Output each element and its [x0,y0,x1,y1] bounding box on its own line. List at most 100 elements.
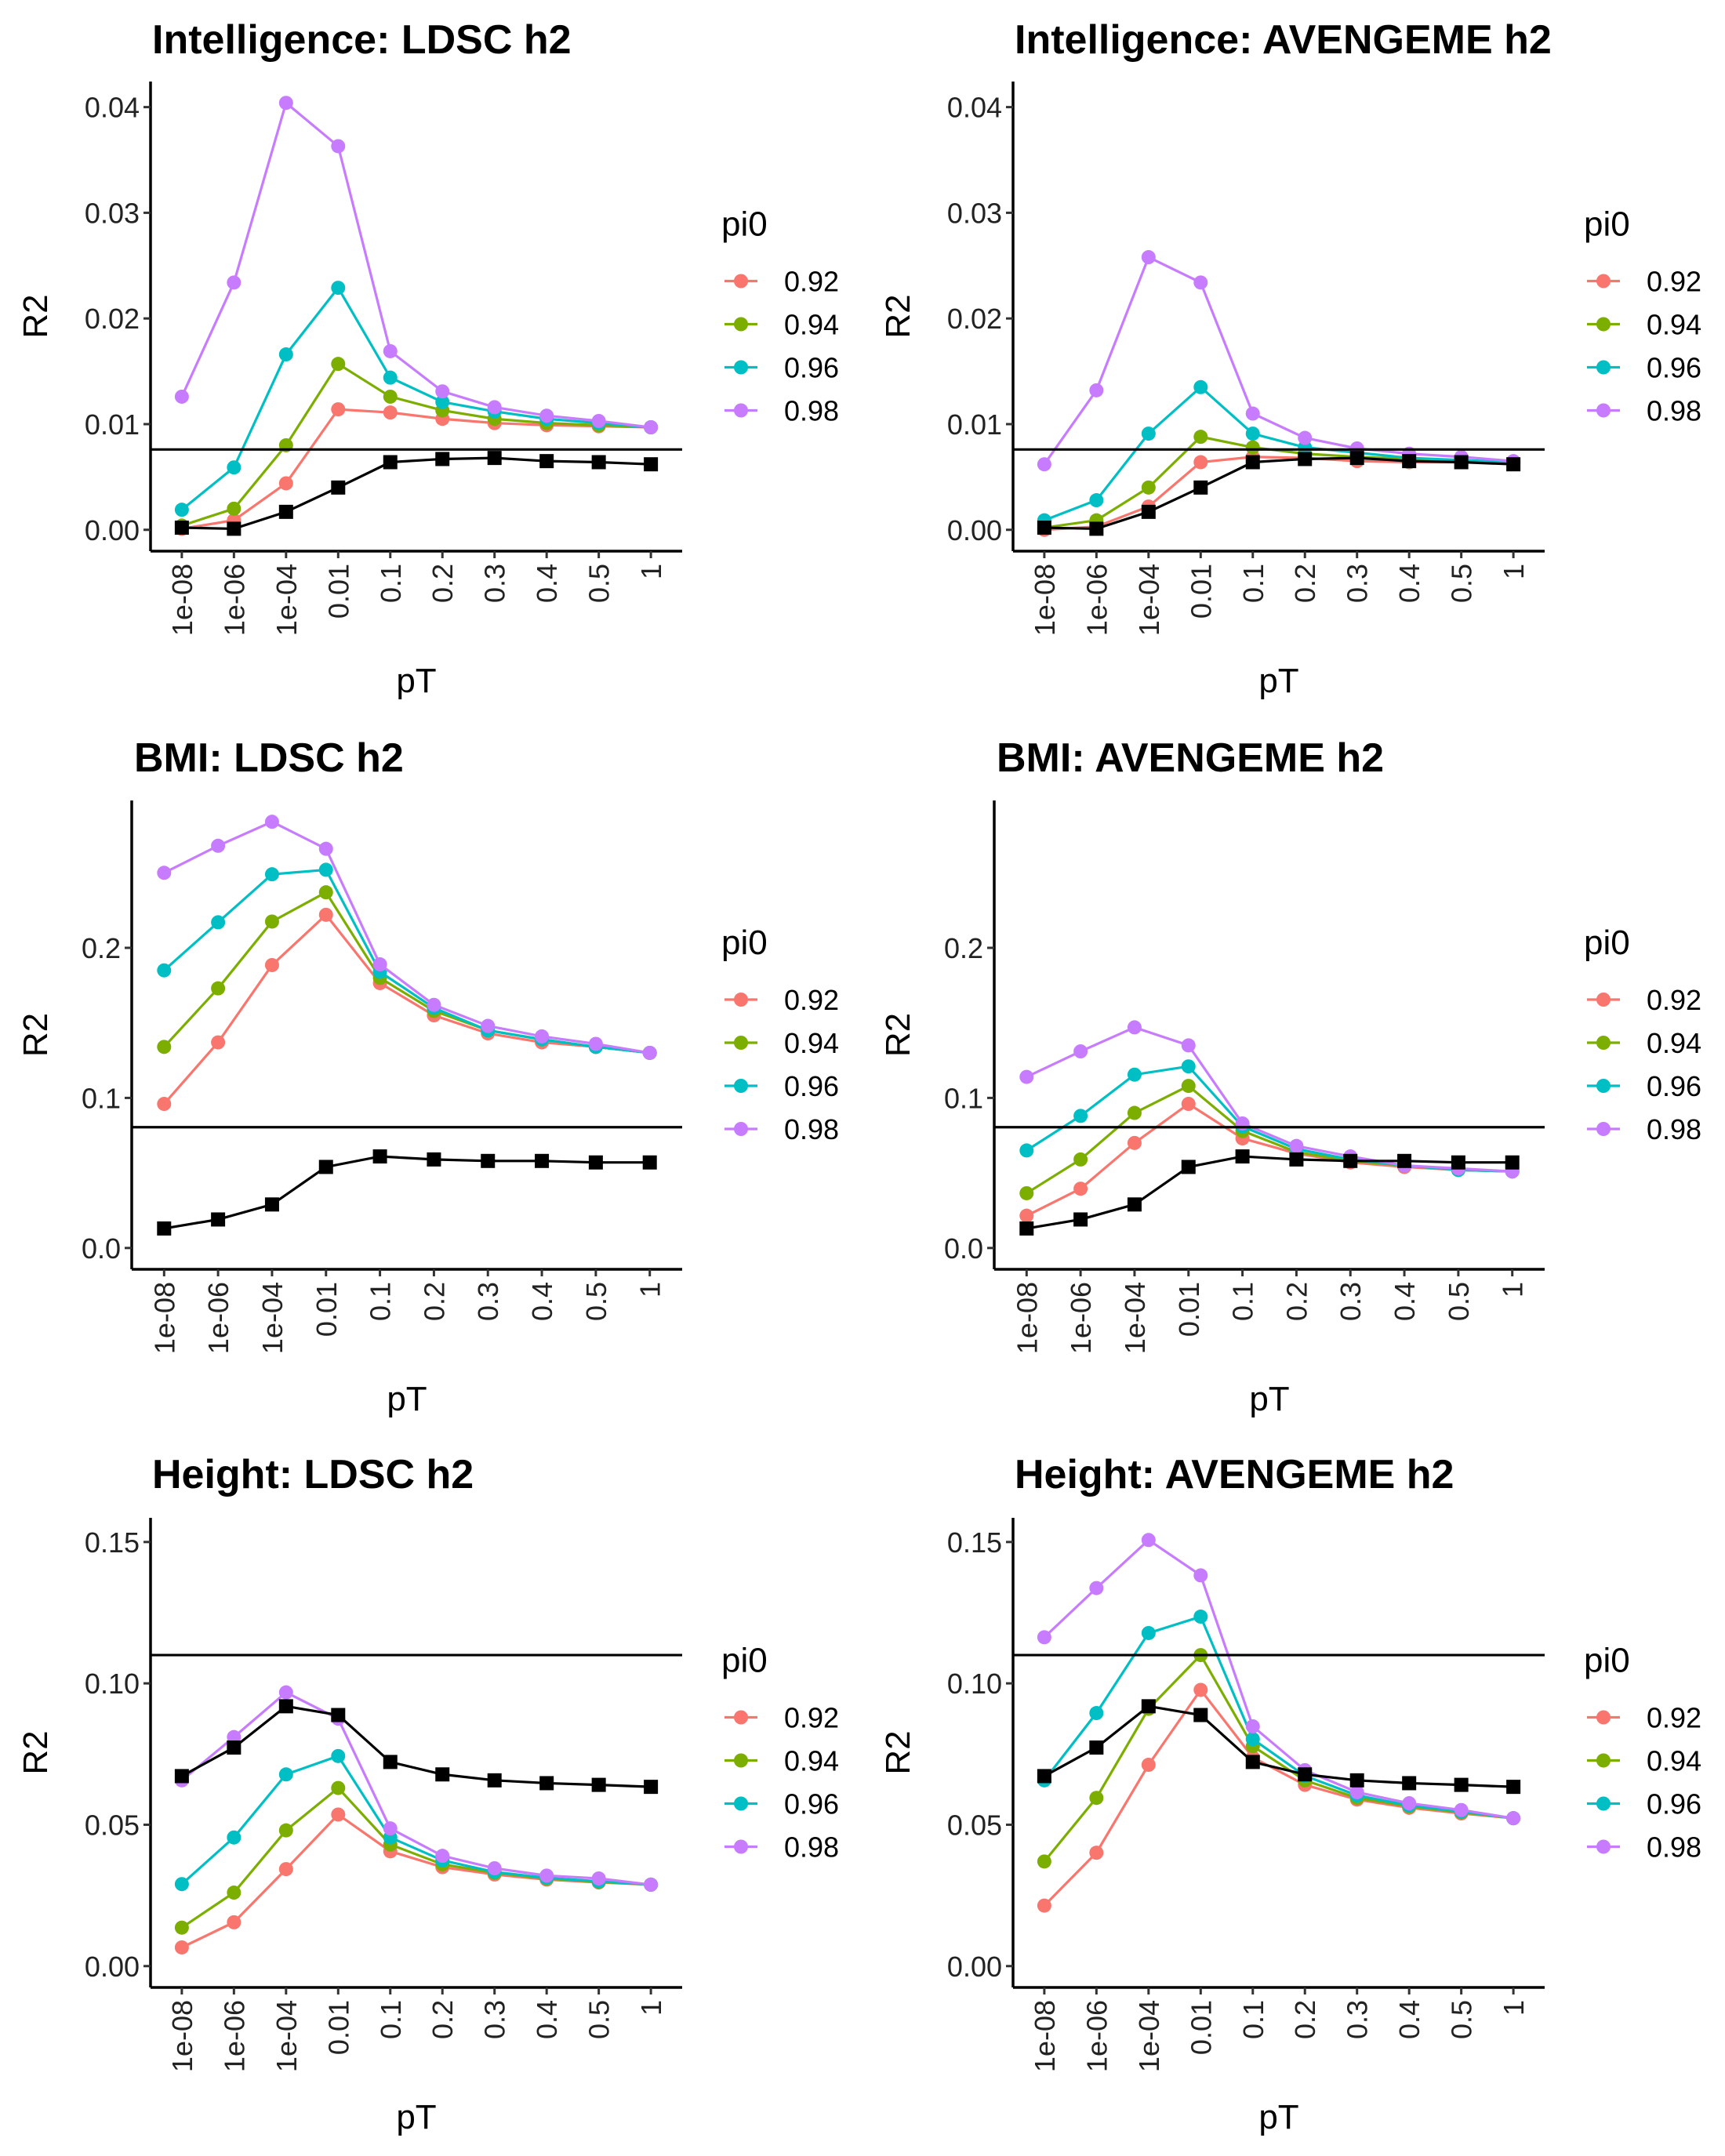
x-tick-label: 1 [634,1282,666,1298]
data-point [278,476,293,491]
data-point-square [539,1776,554,1791]
series-line [181,361,652,527]
legend-key-point [1596,274,1611,289]
data-point [539,1868,554,1883]
series-line [1044,1704,1514,1788]
data-point [227,1886,242,1900]
series-line [163,868,650,1054]
chart-panel: Height: LDSC h2 0.00 0.05 0.10 0.15 1e-08 1e-0… [16,1452,839,2136]
data-point-square [1298,452,1313,466]
legend-item: 0.92 [1587,984,1701,1016]
series-reference [1037,1699,1521,1795]
x-tick-label: 0.2 [427,564,459,603]
chart-panel: Intelligence: LDSC h2 0.00 0.01 0.02 0.03 0.0… [16,17,839,700]
legend-key-point [1596,1753,1611,1768]
x-tick-label: 1e-04 [1133,564,1165,636]
y-tick-label: 0.01 [947,408,1002,441]
x-tick-label: 1e-08 [148,1282,180,1354]
legend-item: 0.98 [1587,1113,1701,1145]
legend-label: 0.96 [1647,352,1701,384]
data-point-square [1289,1152,1304,1167]
x-tick-label: 1e-08 [1011,1282,1043,1354]
y-tick-label: 0.00 [947,514,1002,546]
series-0.98 [174,1685,659,1892]
x-tick-label: 0.3 [1342,564,1374,603]
data-point [1181,1097,1196,1112]
series-line [181,408,652,531]
legend-item: 0.94 [1587,1027,1701,1059]
series-line [163,891,650,1054]
chart-panel: BMI: LDSC h2 0.0 0.1 0.2 1e-08 1e-06 1e-04 0.01… [16,735,839,1418]
legend-key-point [1596,1079,1611,1093]
chart-panel: Height: AVENGEME h2 0.00 0.05 0.10 0.15 1e-08… [879,1452,1701,2136]
data-point [1298,430,1313,445]
y-tick-label: 0.05 [85,1809,140,1841]
data-point [278,347,293,362]
x-tick-label: 1 [1497,1282,1529,1298]
x-tick-label: 0.1 [375,2000,407,2039]
legend-label: 0.92 [784,1702,839,1734]
data-point [1193,1610,1208,1624]
legend-item: 0.98 [724,395,839,427]
x-tick-label: 1 [1498,2000,1530,2016]
x-axis-label: pT [1258,2098,1298,2136]
series-line [1026,1065,1513,1173]
y-axis-label: R2 [879,294,917,338]
x-tick-label: 0.1 [1227,1282,1259,1321]
data-point [331,1780,346,1795]
data-point [1089,1706,1104,1721]
data-point [1141,1625,1156,1640]
legend-key-point [734,360,748,375]
data-point-square [157,1221,172,1236]
data-point [318,885,333,900]
chart-title: BMI: LDSC h2 [134,735,404,781]
data-point [1193,1568,1208,1583]
legend-label: 0.94 [1647,309,1701,341]
legend-item: 0.98 [1587,1831,1701,1864]
x-tick-label: 1e-04 [256,1282,289,1354]
series-0.92 [157,907,657,1112]
data-point-square [264,1197,279,1212]
legend-key-point [1596,1710,1611,1725]
y-tick-label: 0.15 [947,1526,1002,1559]
legend-key-point [1596,1122,1611,1136]
legend-key-point [1596,317,1611,332]
data-point [331,1748,346,1763]
legend-item: 0.92 [724,984,839,1016]
legend-key-point [734,1079,748,1093]
data-point [1402,1796,1417,1811]
data-point-square [211,1212,226,1227]
legend-label: 0.92 [784,266,839,298]
data-point [1089,383,1104,397]
data-point [1141,1758,1156,1773]
data-point-square [383,455,398,470]
legend-item: 0.98 [724,1113,839,1145]
legend-label: 0.98 [784,1831,839,1864]
data-point-square [588,1155,603,1170]
y-tick-label: 0.02 [947,303,1002,335]
y-tick-label: 0.04 [85,92,140,124]
legend: pi0 0.92 0.94 0.96 0.98 [721,924,839,1145]
data-point [644,420,659,435]
data-point [642,1045,657,1060]
series-line [1043,1687,1514,1907]
legend-item: 0.94 [724,1027,839,1059]
legend-label: 0.98 [1647,1113,1701,1145]
data-point [1245,440,1260,455]
series-0.98 [1019,1020,1520,1179]
series-line [163,913,650,1105]
data-point-square [1397,1153,1412,1168]
x-tick-label: 1e-06 [218,564,250,636]
data-point [1127,1020,1142,1035]
data-point [372,957,387,972]
data-point-square [174,1769,189,1784]
x-tick-label: 1e-06 [202,1282,234,1354]
data-point-square [278,504,293,519]
data-point [383,343,398,358]
series-reference [1037,451,1521,536]
legend-key-point [734,1839,748,1854]
series-0.94 [174,357,659,533]
series-0.98 [1037,1533,1521,1826]
y-tick-label: 0.00 [85,1951,140,1983]
